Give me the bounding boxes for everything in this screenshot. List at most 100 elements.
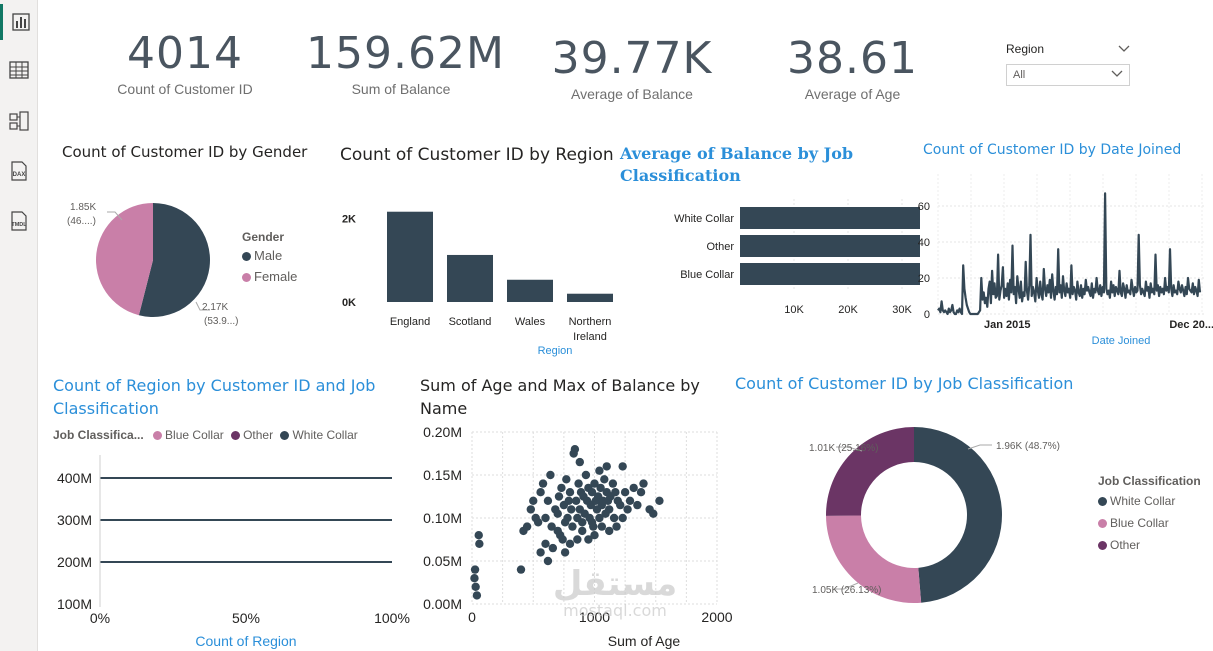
scatter-point (595, 513, 604, 523)
x-tick-label: Northern (569, 316, 612, 328)
y-tick-label: 0.05M (423, 553, 462, 569)
donut-slice-other (826, 427, 914, 516)
x-tick-label: 50% (232, 610, 260, 626)
legend-item-female[interactable]: Female (242, 269, 297, 284)
scatter-point (618, 462, 627, 471)
date-line-chart[interactable]: 0 20 40 60 Jan 2015 Dec 20... Date Joined (916, 170, 1213, 350)
slicer-header[interactable]: Region (1006, 40, 1130, 58)
kpi-label: Average of Balance (571, 86, 693, 102)
tmdl-label: TMDL (11, 222, 27, 228)
scatter-point (560, 548, 570, 557)
scatter-point (596, 483, 605, 493)
leader-line (107, 211, 123, 221)
bar-other (740, 235, 920, 257)
blue-collar-legend-dot (1098, 519, 1107, 529)
kpi-average-age[interactable]: 38.61 Average of Age (780, 33, 925, 103)
report-view-icon[interactable] (0, 4, 38, 40)
legend-item-other[interactable]: Other (231, 428, 273, 442)
scatter-point (538, 479, 548, 488)
y-tick-label: 0.20M (423, 424, 462, 440)
tmdl-view-icon[interactable]: TMDL (0, 203, 38, 239)
other-legend-dot (231, 431, 241, 441)
legend-item-male[interactable]: Male (242, 248, 297, 263)
scatter-point (474, 531, 483, 540)
scatter-point (554, 492, 564, 501)
scatter-point (623, 505, 632, 514)
region-job-chart-title: Count of Region by Customer ID and Job C… (53, 376, 376, 418)
age-balance-scatter-chart[interactable]: 0.00M 0.05M 0.10M 0.15M 0.20M 0 1000 2000 Sum of… (412, 422, 742, 651)
chevron-down-icon[interactable] (1111, 69, 1123, 81)
job-donut-legend: Job Classification White Collar Blue Col… (1098, 474, 1201, 552)
y-tick-label: 40 (918, 237, 930, 249)
leader-line (195, 301, 210, 311)
legend-item-white-collar[interactable]: White Collar (280, 428, 358, 442)
kpi-label: Count of Customer ID (117, 81, 253, 97)
slicer-dropdown[interactable]: All (1006, 64, 1130, 86)
scatter-point (562, 475, 571, 484)
scatter-point (536, 488, 545, 497)
kpi-average-balance[interactable]: 39.77K Average of Balance (542, 33, 722, 103)
scatter-point (575, 457, 584, 467)
legend-item-white-collar[interactable]: White Collar (1098, 494, 1201, 508)
scatter-point (578, 526, 587, 536)
scatter-point (618, 513, 627, 523)
report-canvas: 4014 Count of Customer ID 159.62M Sum of… (50, 0, 1213, 651)
legend-item-blue-collar[interactable]: Blue Collar (1098, 516, 1201, 530)
legend-label: White Collar (1110, 494, 1176, 508)
region-slicer[interactable]: Region All (1006, 40, 1130, 86)
kpi-value: 4014 (127, 28, 243, 79)
scatter-point (578, 518, 587, 527)
x-tick-label: 0% (90, 610, 110, 626)
legend-item-blue-collar[interactable]: Blue Collar (153, 428, 224, 442)
chevron-down-icon[interactable] (1118, 42, 1130, 56)
legend-item-other[interactable]: Other (1098, 538, 1201, 552)
dax-label: DAX (13, 172, 26, 178)
scatter-point (526, 505, 535, 514)
y-tick-label: 100M (57, 596, 92, 612)
scatter-point (548, 543, 558, 553)
kpi-count-customer[interactable]: 4014 Count of Customer ID (100, 28, 270, 98)
job-balance-bar-chart[interactable]: 10K 20K 30K White Collar Other Blue Collar (610, 195, 920, 320)
scatter-point (629, 483, 638, 493)
bar-blue-collar (740, 263, 920, 285)
scatter-point (605, 526, 614, 536)
x-tick-label: England (390, 316, 430, 328)
legend-label: Other (243, 428, 274, 442)
kpi-value: 38.61 (787, 33, 918, 84)
dax-query-icon[interactable]: DAX (0, 153, 38, 189)
job-donut-chart-title: Count of Customer ID by Job Classificati… (735, 374, 1074, 393)
y-tick-label: 0K (342, 297, 356, 309)
x-axis-title: Region (538, 345, 573, 357)
scatter-point (541, 539, 550, 548)
x-start-label: Jan 2015 (984, 319, 1030, 331)
scatter-point (567, 505, 576, 514)
scatter-point (563, 513, 572, 523)
model-view-icon[interactable] (0, 103, 38, 139)
scatter-point (655, 496, 664, 505)
bar-wales (507, 279, 553, 302)
y-tick-label: 0.10M (423, 510, 462, 526)
scatter-point (581, 470, 591, 480)
pie-slice-male (138, 203, 211, 317)
legend-label: Female (254, 269, 298, 284)
x-tick-label: 20K (838, 304, 858, 316)
bar-england (387, 211, 433, 302)
job-donut-chart[interactable]: 1.96K (48.7%) 1.05K (26.13%) 1.01K (25.16%… (740, 405, 1080, 625)
male-legend-dot (242, 252, 251, 262)
gender-pie-chart[interactable]: 2.17K (53.9...) 1.85K (46....) (50, 190, 300, 340)
scatter-point (605, 505, 614, 514)
table-view-icon[interactable] (0, 52, 38, 88)
y-tick-label: 200M (57, 554, 92, 570)
scatter-point (568, 522, 577, 531)
scatter-point (633, 500, 642, 510)
region-bar-chart[interactable]: 0K 2K England Scotland Wales Northern IrelandR… (330, 190, 630, 360)
scatter-point (529, 496, 538, 505)
scatter-point (595, 466, 604, 475)
scatter-point (620, 488, 630, 497)
y-tick-label: 20 (918, 273, 930, 285)
kpi-sum-balance[interactable]: 159.62M Sum of Balance (306, 28, 504, 98)
scatter-point (590, 479, 599, 488)
y-tick-label: 0.00M (423, 596, 462, 612)
scatter-point (587, 488, 597, 497)
